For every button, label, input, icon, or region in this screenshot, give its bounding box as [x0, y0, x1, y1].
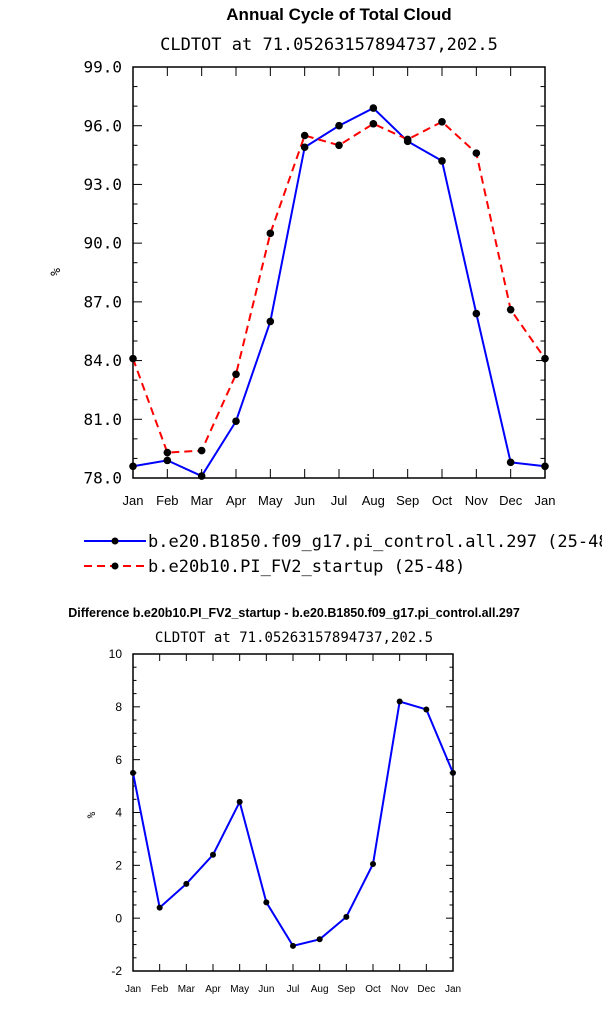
y-tick-label: 87.0 [83, 292, 122, 311]
x-tick-label: Apr [205, 984, 221, 995]
series-0-point [197, 472, 206, 480]
x-tick-label: Feb [151, 984, 169, 995]
series-0-point [335, 121, 343, 130]
series-0-point [183, 880, 190, 887]
series-line-0 [132, 106, 546, 478]
x-tick-label: Feb [156, 493, 178, 508]
series-0-point [129, 462, 137, 471]
x-tick-label: Dec [499, 493, 523, 508]
chart1-title: Annual Cycle of Total Cloud [226, 5, 451, 24]
series-0-point [343, 913, 350, 920]
y-tick-label: 96.0 [83, 116, 122, 135]
x-tick-label: Oct [432, 493, 453, 508]
x-tick-label: Jan [125, 984, 141, 995]
series-0-point [130, 769, 136, 776]
y-tick-label: 78.0 [83, 469, 122, 488]
series-1-point [163, 448, 172, 457]
series-1-point [335, 141, 343, 150]
chart1-subtitle: CLDTOT at 71.05263157894737,202.5 [160, 35, 498, 55]
y-tick-label: 0 [115, 911, 122, 925]
y-tick-label: 93.0 [83, 175, 122, 194]
y-tick-label: 8 [115, 700, 122, 714]
series-1-point [129, 354, 137, 363]
y-tick-label: 90.0 [83, 234, 122, 253]
series-0-point [369, 104, 378, 112]
x-tick-label: Nov [465, 493, 489, 508]
series-0-point [300, 143, 309, 152]
series-0-point [163, 456, 172, 465]
series-line-1 [132, 120, 546, 454]
legend-label-control: b.e20.B1850.f09_g17.pi_control.all.297 (… [148, 532, 602, 552]
chart2-ylabel: % [85, 811, 98, 818]
x-tick-label: Aug [362, 493, 385, 508]
series-1-point [403, 135, 412, 144]
chart1-legend: b.e20.B1850.f09_g17.pi_control.all.297 (… [84, 532, 602, 577]
series-0-point [232, 417, 240, 426]
chart1-ylabel: % [49, 268, 64, 276]
x-tick-label: Mar [190, 493, 213, 508]
chart2-subtitle: CLDTOT at 71.05263157894737,202.5 [155, 630, 433, 646]
series-0-point [316, 936, 323, 943]
x-tick-label: May [258, 493, 283, 508]
series-1-point [300, 131, 309, 140]
series-line-0 [132, 700, 454, 948]
x-tick-label: Nov [391, 984, 409, 995]
series-0-point [210, 851, 216, 858]
x-tick-label: Mar [178, 984, 196, 995]
series-0-point [472, 309, 481, 318]
x-tick-label: Jun [258, 984, 274, 995]
x-tick-label: Jan [535, 493, 556, 508]
x-tick-label: Jul [331, 493, 348, 508]
legend-label-startup: b.e20b10.PI_FV2_startup (25-48) [148, 557, 465, 577]
series-0-point [506, 458, 515, 467]
legend-marker-startup [111, 562, 119, 570]
series-1-point [438, 118, 446, 126]
series-0-point [438, 157, 446, 165]
series-0-point [290, 942, 296, 949]
series-1-point [197, 446, 206, 455]
chart1-plot: Jan Feb Mar Apr May Jun Jul Aug Sep Oct Nov Dec Jan7… [83, 58, 555, 508]
y-tick-label: 10 [109, 647, 123, 661]
series-0-point [266, 317, 275, 326]
chart2-title: Difference b.e20b10.PI_FV2_startup - b.e… [68, 606, 520, 620]
plot-frame [132, 653, 454, 972]
y-tick-label: 2 [115, 859, 122, 873]
x-tick-label: Jun [294, 493, 315, 508]
x-tick-label: Dec [417, 984, 435, 995]
series-0-point [541, 462, 549, 471]
x-tick-label: May [230, 984, 249, 995]
series-0-point [423, 706, 430, 713]
y-tick-label: 4 [115, 806, 122, 820]
x-tick-label: Jul [287, 984, 300, 995]
series-1-point [541, 354, 549, 363]
series-0-point [263, 899, 270, 906]
series-0-point [370, 861, 376, 868]
x-tick-label: Apr [226, 493, 247, 508]
chart2-plot: Jan Feb Mar Apr May Jun Jul Aug Sep Oct Nov Dec Jan-… [109, 647, 461, 995]
series-1-point [472, 149, 481, 157]
x-tick-label: Sep [396, 493, 419, 508]
y-tick-label: -2 [111, 964, 122, 978]
y-tick-label: 84.0 [83, 351, 122, 370]
series-0-point [156, 904, 163, 911]
series-0-point [450, 769, 456, 776]
series-1-point [506, 305, 515, 314]
x-tick-label: Sep [337, 984, 355, 995]
series-0-point [396, 698, 403, 705]
series-1-point [232, 370, 240, 379]
y-tick-label: 6 [115, 753, 122, 767]
y-tick-label: 99.0 [83, 58, 122, 77]
series-1-point [266, 229, 275, 238]
x-tick-label: Aug [311, 984, 329, 995]
y-tick-label: 81.0 [83, 410, 122, 429]
x-tick-label: Jan [445, 984, 461, 995]
series-0-point [236, 798, 243, 805]
x-tick-label: Oct [365, 984, 381, 995]
series-1-point [369, 119, 378, 128]
x-tick-label: Jan [123, 493, 144, 508]
legend-marker-control [111, 537, 119, 545]
